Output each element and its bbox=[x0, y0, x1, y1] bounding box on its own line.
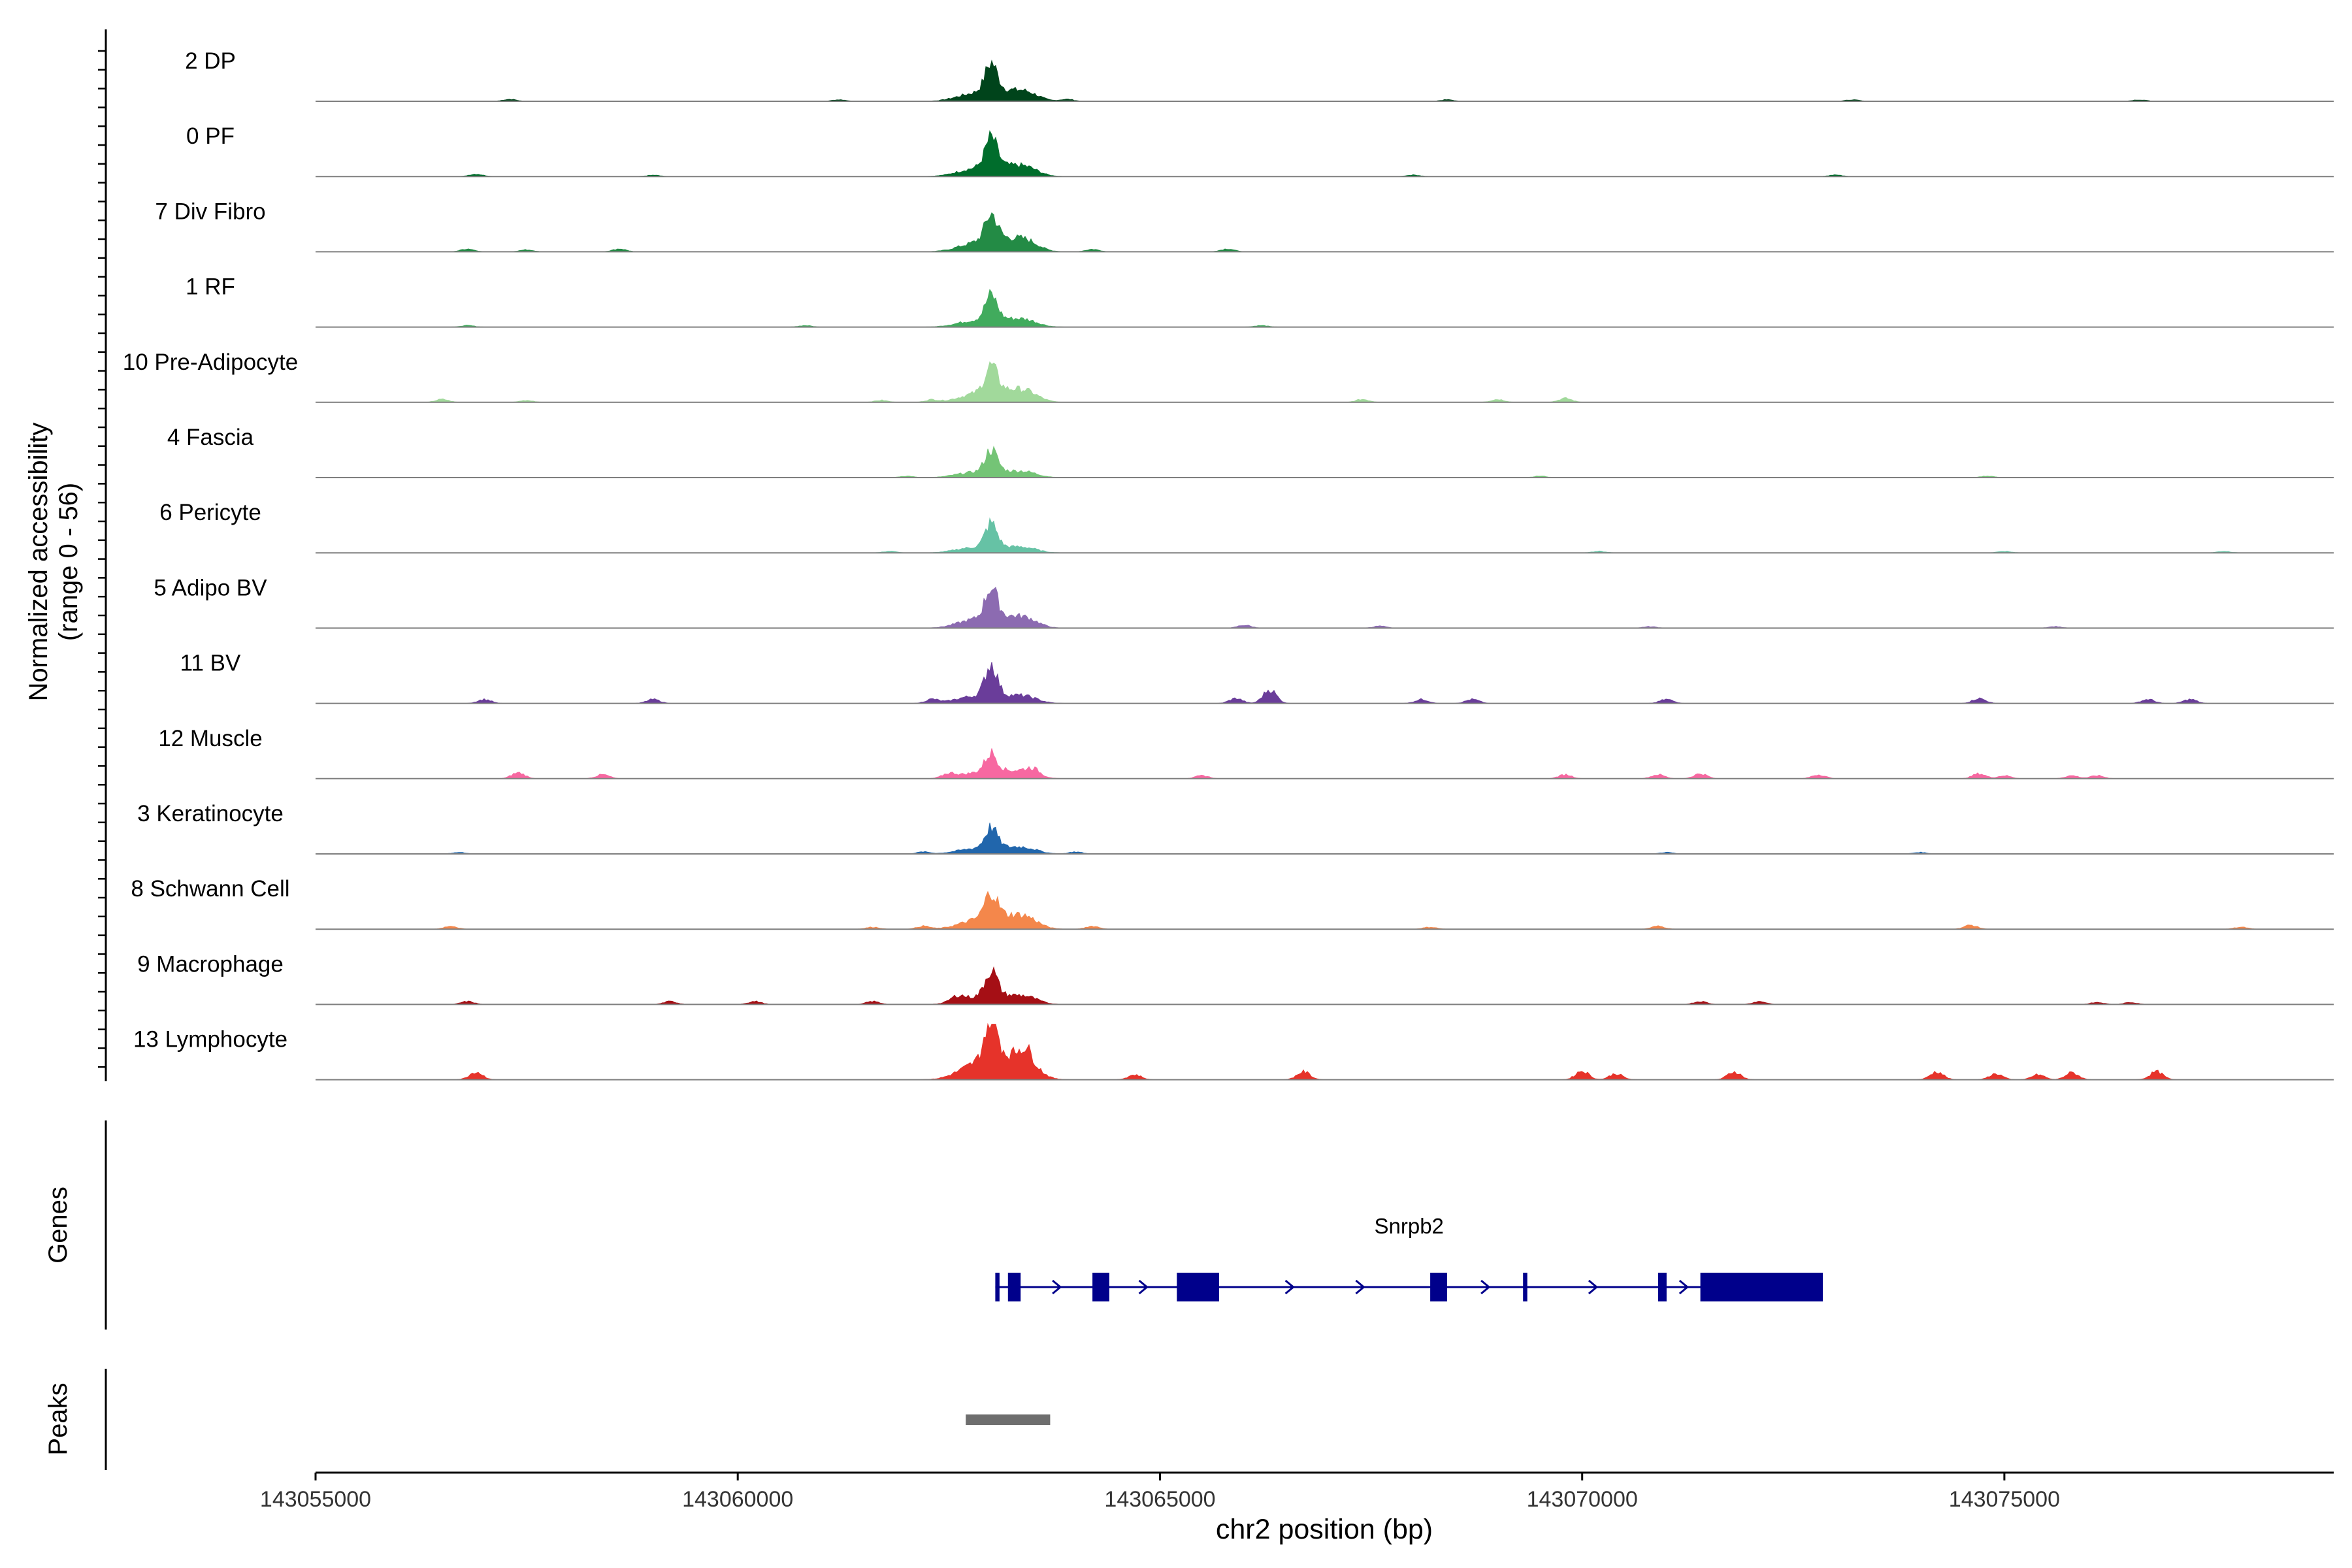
track-6-pericyte: 6 Pericyte bbox=[159, 500, 2334, 554]
gene-exon bbox=[1092, 1273, 1109, 1301]
track-4-fascia: 4 Fascia bbox=[167, 425, 2334, 478]
track-label: 6 Pericyte bbox=[159, 500, 261, 525]
y-axis-title-line1: Normalized accessibility bbox=[24, 423, 53, 702]
peaks-panel-label: Peaks bbox=[44, 1382, 73, 1455]
gene-exon bbox=[1177, 1273, 1219, 1301]
gene-exon bbox=[1007, 1273, 1021, 1301]
track-label: 4 Fascia bbox=[167, 425, 254, 450]
track-5-adipo-bv: 5 Adipo BV bbox=[154, 575, 2334, 629]
track-label: 13 Lymphocyte bbox=[133, 1027, 287, 1053]
strand-arrow bbox=[1678, 1279, 1690, 1295]
track-label: 11 BV bbox=[180, 651, 241, 676]
x-axis-ticks: 143055000 143060000 143065000 143070000 1430… bbox=[260, 1473, 2060, 1512]
gene-exon bbox=[1430, 1273, 1447, 1301]
track-label: 0 PF bbox=[186, 123, 235, 149]
track-9-macrophage: 9 Macrophage bbox=[137, 951, 2334, 1005]
strand-arrow bbox=[1052, 1279, 1062, 1295]
strand-arrow bbox=[1355, 1279, 1365, 1295]
genes-panel-label: Genes bbox=[44, 1186, 73, 1264]
track-0-pf: 0 PF bbox=[186, 123, 2334, 178]
x-axis-title: chr2 position (bp) bbox=[1216, 1514, 1433, 1545]
track-label: 8 Schwann Cell bbox=[131, 876, 289, 902]
track-label: 7 Div Fibro bbox=[155, 199, 265, 224]
track-13-lymphocyte: 13 Lymphocyte bbox=[133, 1022, 2334, 1081]
track-label: 10 Pre-Adipocyte bbox=[123, 350, 298, 375]
track-2-dp: 2 DP bbox=[185, 48, 2334, 102]
peak-region bbox=[966, 1414, 1051, 1425]
x-tick-label: 143065000 bbox=[1104, 1487, 1215, 1512]
track-8-schwann-cell: 8 Schwann Cell bbox=[131, 876, 2334, 930]
gene-exon bbox=[1523, 1273, 1527, 1301]
gene-model bbox=[995, 1273, 1823, 1301]
strand-arrow bbox=[1588, 1279, 1599, 1295]
strand-arrow bbox=[1480, 1279, 1491, 1295]
x-tick-label: 143055000 bbox=[260, 1487, 371, 1512]
track-label: 1 RF bbox=[186, 274, 235, 300]
coverage-y-axis-ticks bbox=[98, 50, 106, 1068]
y-axis-title-line2: (range 0 - 56) bbox=[54, 483, 83, 641]
x-tick-label: 143075000 bbox=[1949, 1487, 2060, 1512]
gene-exon bbox=[1700, 1273, 1823, 1301]
x-tick-label: 143070000 bbox=[1527, 1487, 1638, 1512]
gene-name-label: Snrpb2 bbox=[1374, 1214, 1443, 1238]
track-7-div-fibro: 7 Div Fibro bbox=[155, 199, 2334, 253]
strand-arrow bbox=[1138, 1279, 1149, 1295]
track-label: 5 Adipo BV bbox=[154, 575, 267, 600]
gene-exon bbox=[1658, 1273, 1667, 1301]
track-label: 3 Keratinocyte bbox=[137, 801, 284, 826]
track-10-pre-adipocyte: 10 Pre-Adipocyte bbox=[123, 350, 2334, 403]
coverage-tracks: 2 DP 0 PF 7 Div Fibro 1 RF 10 Pre-Adipocyte 4… bbox=[123, 48, 2334, 1081]
track-1-rf: 1 RF bbox=[186, 274, 2334, 328]
gene-exon bbox=[995, 1273, 1000, 1301]
track-11-bv: 11 BV bbox=[180, 651, 2334, 704]
track-label: 9 Macrophage bbox=[137, 951, 284, 977]
track-label: 12 Muscle bbox=[158, 726, 263, 751]
peak-regions bbox=[966, 1414, 1051, 1425]
x-tick-label: 143060000 bbox=[682, 1487, 793, 1512]
track-12-muscle: 12 Muscle bbox=[158, 726, 2334, 779]
track-3-keratinocyte: 3 Keratinocyte bbox=[137, 801, 2334, 855]
track-label: 2 DP bbox=[185, 48, 236, 74]
strand-arrow bbox=[1284, 1279, 1295, 1295]
